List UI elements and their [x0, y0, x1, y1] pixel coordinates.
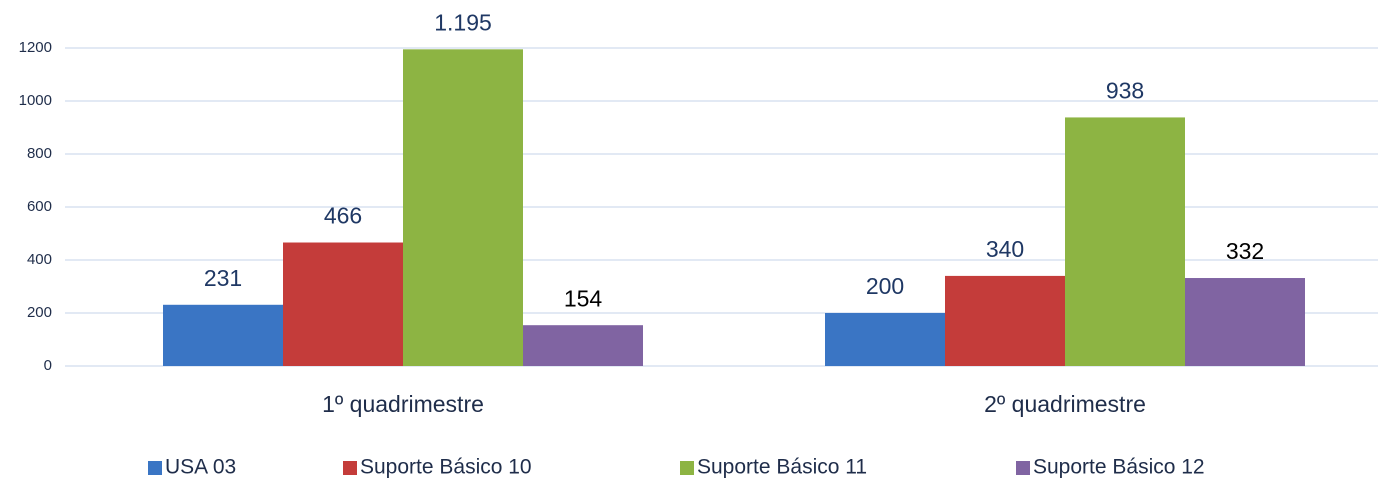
legend-label: USA 03: [165, 456, 236, 479]
data-label: 231: [204, 265, 242, 291]
data-label: 200: [866, 273, 904, 299]
y-tick-label: 1200: [19, 39, 52, 56]
y-tick-label: 0: [44, 357, 52, 374]
y-tick-label: 600: [27, 198, 52, 215]
legend-swatch: [343, 461, 357, 475]
x-tick-label: 2º quadrimestre: [984, 391, 1146, 417]
bar: [403, 49, 523, 366]
bar: [825, 313, 945, 366]
data-label: 1.195: [434, 9, 492, 35]
y-tick-label: 1000: [19, 92, 52, 109]
y-tick-label: 400: [27, 251, 52, 268]
bar: [283, 242, 403, 366]
data-label: 154: [564, 285, 603, 311]
legend-label: Suporte Básico 10: [360, 456, 532, 479]
data-label: 332: [1226, 238, 1264, 264]
data-label: 938: [1106, 78, 1144, 104]
y-tick-label: 800: [27, 145, 52, 162]
bar: [945, 275, 1065, 366]
legend-swatch: [1016, 461, 1030, 475]
data-label: 340: [986, 236, 1024, 262]
bar: [1065, 117, 1185, 367]
y-tick-label: 200: [27, 304, 52, 321]
x-tick-label: 1º quadrimestre: [322, 391, 484, 417]
data-label: 466: [324, 203, 362, 229]
bar: [1185, 278, 1305, 366]
bar: [163, 304, 283, 366]
legend-label: Suporte Básico 11: [697, 456, 867, 479]
legend-swatch: [680, 461, 694, 475]
bar: [523, 325, 643, 366]
legend-label: Suporte Básico 12: [1033, 456, 1205, 479]
legend-swatch: [148, 461, 162, 475]
